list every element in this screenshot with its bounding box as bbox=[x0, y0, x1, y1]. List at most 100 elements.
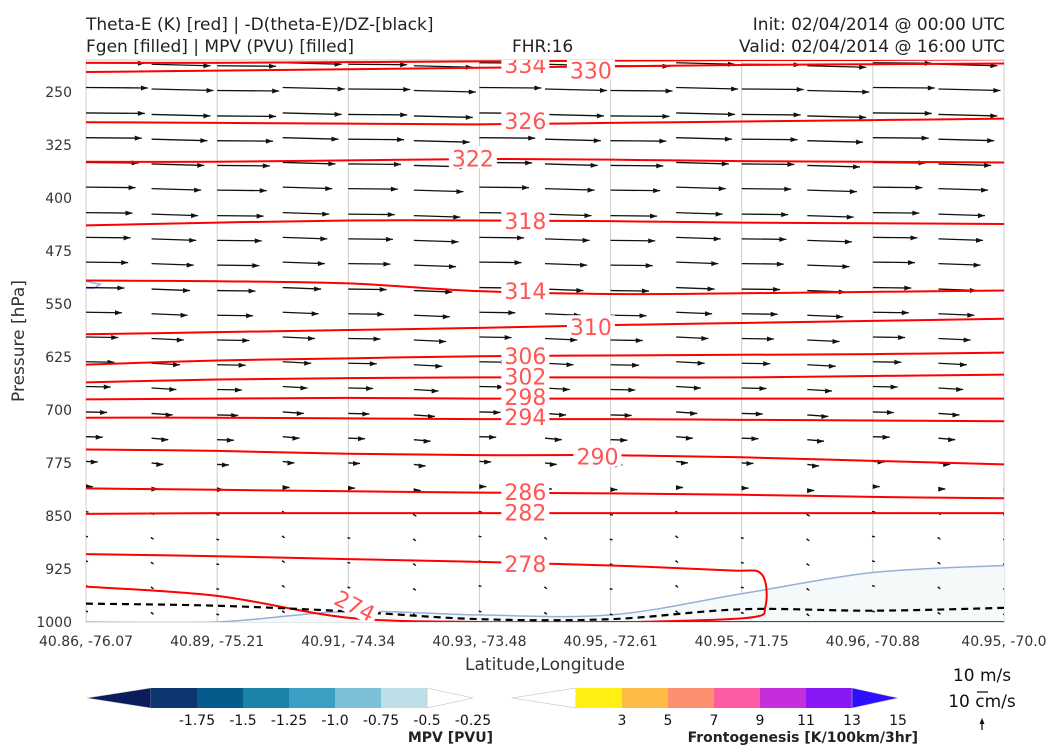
wind-vector-dot bbox=[609, 513, 612, 516]
wind-vector bbox=[807, 239, 852, 243]
wind-vector bbox=[741, 262, 784, 265]
wind-vector bbox=[676, 186, 726, 190]
wind-vector-dot bbox=[806, 587, 809, 590]
wind-vector-dot bbox=[806, 613, 809, 616]
wind-vector-dot bbox=[281, 535, 284, 538]
wind-vector-head bbox=[559, 412, 567, 418]
wind-vector-head bbox=[282, 485, 290, 491]
wind-vector-head bbox=[522, 185, 530, 191]
wind-vector-head bbox=[890, 384, 898, 390]
wind-vector bbox=[217, 264, 260, 267]
wind-vector-head bbox=[484, 459, 492, 465]
wind-vector-head bbox=[898, 335, 906, 341]
wind-vector-head bbox=[697, 360, 705, 366]
wind-vector-head bbox=[796, 86, 804, 92]
wind-vector bbox=[151, 213, 199, 217]
wind-vector-head bbox=[620, 437, 628, 443]
wind-vector bbox=[676, 137, 732, 140]
title-line1: Theta-E (K) [red] | -D(theta-E)/DZ-[blac… bbox=[86, 15, 434, 35]
theta-e-label-310: 310 bbox=[570, 316, 612, 341]
wind-vector-head bbox=[479, 484, 487, 490]
wind-vector-head bbox=[807, 488, 815, 494]
wind-vector bbox=[1003, 265, 1004, 266]
wind-vector-head bbox=[292, 435, 300, 441]
wind-vector-dot bbox=[675, 510, 678, 513]
wind-vector bbox=[610, 140, 667, 142]
wind-vector-dot bbox=[675, 560, 678, 563]
theta-e-label-318: 318 bbox=[504, 210, 546, 235]
mpv-tick-label: -0.75 bbox=[363, 713, 399, 729]
wind-vector bbox=[938, 262, 981, 266]
wind-vector-dot bbox=[937, 561, 940, 564]
init-time: Init: 02/04/2014 @ 00:00 UTC bbox=[752, 15, 1005, 35]
fgen-segment bbox=[760, 688, 806, 708]
wind-vector bbox=[217, 89, 280, 92]
wind-vector-head bbox=[993, 87, 1001, 93]
wind-vector bbox=[479, 236, 525, 239]
wind-vector-dot bbox=[937, 536, 940, 539]
wind-vector-dot bbox=[871, 610, 874, 613]
mpv-contour-left bbox=[86, 280, 102, 290]
wind-vector bbox=[807, 115, 867, 119]
wind-vector-head bbox=[468, 89, 476, 95]
x-tick-label: 40.95, -72.61 bbox=[564, 634, 658, 650]
wind-vector-head bbox=[1039, 263, 1046, 268]
theta-e-label-290: 290 bbox=[576, 446, 618, 471]
wind-vector-head bbox=[705, 311, 713, 317]
wind-vector-head bbox=[967, 312, 975, 318]
wind-vector-head bbox=[497, 384, 505, 390]
wind-vector bbox=[1003, 414, 1004, 416]
wind-vector-dot bbox=[478, 535, 481, 538]
wind-vector-head bbox=[787, 161, 795, 167]
wind-vector bbox=[741, 163, 795, 166]
wind-vector bbox=[610, 264, 653, 267]
wind-vector-head bbox=[418, 463, 426, 469]
wind-vector-head bbox=[990, 113, 998, 119]
wind-vector bbox=[282, 137, 339, 140]
wind-vector bbox=[348, 213, 395, 216]
wind-vector-head bbox=[582, 237, 590, 243]
reference-vector: 10 m/s 10 cm/s bbox=[948, 666, 1016, 730]
wind-vector-head bbox=[348, 485, 356, 491]
wind-vector-dot bbox=[216, 538, 219, 541]
fgen-tick-label: 3 bbox=[618, 713, 627, 729]
wind-vector-head bbox=[659, 138, 667, 144]
wind-vector-head bbox=[325, 186, 333, 192]
wind-vector-head bbox=[593, 138, 601, 144]
mpv-tick-label: -1.0 bbox=[321, 713, 348, 729]
wind-vector-head bbox=[311, 311, 319, 317]
wind-vector bbox=[348, 113, 408, 116]
wind-vector-head bbox=[959, 362, 967, 368]
wind-vector-head bbox=[685, 435, 693, 441]
theta-e-label-bg bbox=[566, 60, 615, 81]
wind-vector-head bbox=[584, 213, 592, 219]
wind-vector-head bbox=[1047, 188, 1050, 193]
wind-vector bbox=[610, 115, 670, 118]
wind-vector-head bbox=[449, 264, 457, 270]
wind-vector bbox=[544, 138, 601, 142]
wind-vector-head bbox=[610, 487, 618, 493]
wind-vector-head bbox=[1014, 438, 1021, 443]
wind-vector-head bbox=[836, 314, 844, 320]
ref-vector-arrow-head bbox=[979, 718, 985, 724]
wind-vector bbox=[872, 137, 929, 139]
wind-vector-head bbox=[377, 311, 385, 317]
wind-vector-head bbox=[259, 188, 267, 194]
y-tick-label: 850 bbox=[45, 509, 72, 525]
wind-vector bbox=[676, 86, 739, 90]
wind-vector-head bbox=[328, 161, 336, 167]
wind-vector-head bbox=[751, 436, 759, 442]
wind-vector bbox=[348, 88, 411, 91]
theta-e-contour-278 bbox=[86, 553, 768, 622]
title-line2: Fgen [filled] | MPV (PVU) [filled] bbox=[86, 37, 355, 57]
wind-vector-head bbox=[701, 336, 709, 342]
wind-vector-head bbox=[856, 139, 864, 145]
wind-vector-head bbox=[353, 460, 361, 466]
wind-vector-head bbox=[984, 162, 992, 168]
x-tick-label: 40.91, -74.34 bbox=[301, 634, 395, 650]
wind-vector-dot bbox=[86, 560, 87, 563]
wind-vector bbox=[282, 236, 328, 240]
plot-content: 334 3303263223183143103063022982942902862… bbox=[86, 60, 1050, 622]
wind-vector bbox=[676, 236, 721, 240]
